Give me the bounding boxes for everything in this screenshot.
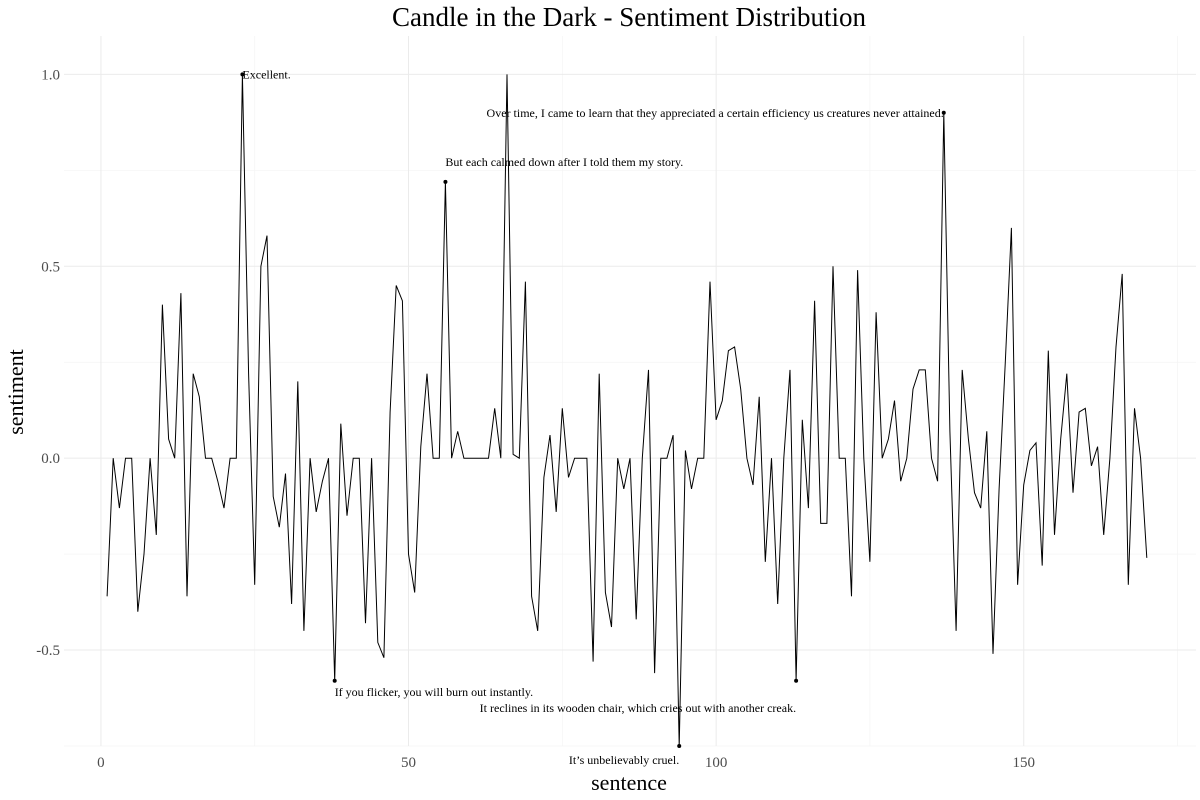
annotation-point [794,678,799,683]
annotation-point [941,110,946,115]
x-axis-title: sentence [591,770,667,795]
y-axis-ticks: -0.5 0.0 0.5 1.0 [36,67,60,659]
y-tick-label: 1.0 [41,67,60,83]
annotation-point [332,678,337,683]
x-tick-label: 100 [705,755,728,771]
annotation-label: Excellent. [242,67,290,81]
sentiment-line [106,74,1148,747]
plot-area [106,74,1148,747]
y-tick-label: 0.5 [41,259,60,275]
y-axis-title: sentiment [3,349,28,435]
x-tick-label: 0 [97,755,105,771]
x-axis-ticks: 0 50 100 150 [97,755,1035,771]
grid-lines [64,36,1196,747]
annotation-point [443,179,448,184]
annotation-label: It reclines in its wooden chair, which c… [480,701,796,715]
annotations: Excellent. Over time, I came to learn tha… [240,67,946,767]
chart-title: Candle in the Dark - Sentiment Distribut… [392,2,866,32]
annotation-point [240,72,245,77]
x-tick-label: 150 [1012,755,1035,771]
y-tick-label: 0.0 [41,451,60,467]
annotation-label: It’s unbelievably cruel. [569,753,679,767]
annotation-label: But each calmed down after I told them m… [445,155,683,169]
annotation-label: Over time, I came to learn that they app… [487,106,944,120]
annotation-label: If you flicker, you will burn out instan… [335,685,533,699]
annotation-point [677,744,682,748]
x-tick-label: 50 [401,755,416,771]
y-tick-label: -0.5 [36,643,60,659]
